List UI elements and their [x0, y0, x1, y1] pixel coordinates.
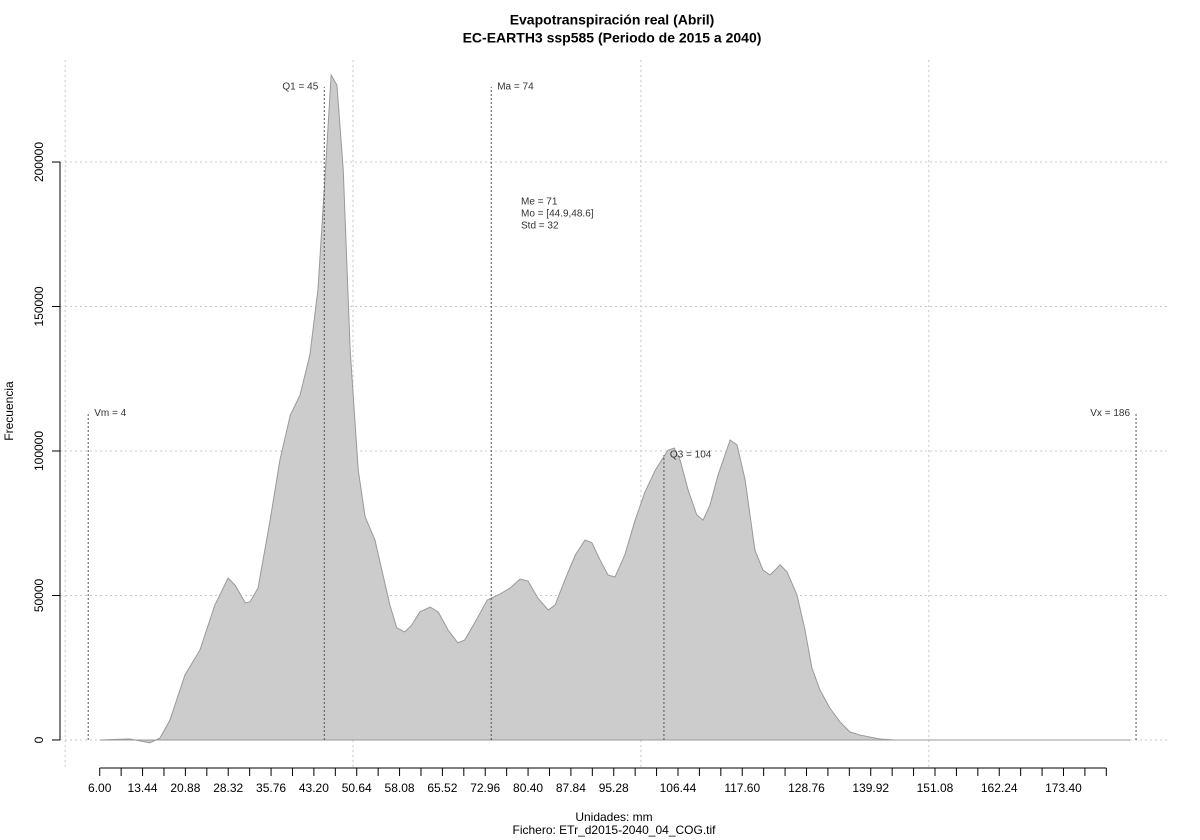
- chart-subtitle: EC-EARTH3 ssp585 (Periodo de 2015 a 2040…: [463, 30, 762, 46]
- x-tick-label: 35.76: [256, 781, 286, 795]
- marker-label: Ma = 74: [497, 82, 534, 93]
- marker-label: Vx = 186: [1090, 408, 1130, 419]
- stat-line: Mo = [44.9,48.6]: [521, 209, 594, 220]
- x-tick-label: 128.76: [788, 781, 825, 795]
- y-tick-label: 50000: [32, 578, 46, 612]
- stat-line: Me = 71: [521, 197, 558, 208]
- x-axis-label: Unidades: mm: [575, 810, 652, 824]
- y-tick-label: 150000: [32, 286, 46, 326]
- x-tick-label: 13.44: [128, 781, 158, 795]
- x-tick-label: 151.08: [917, 781, 954, 795]
- x-tick-label: 139.92: [852, 781, 889, 795]
- marker-label: Q1 = 45: [282, 82, 318, 93]
- x-tick-label: 72.96: [470, 781, 500, 795]
- x-tick-label: 6.00: [88, 781, 112, 795]
- y-tick-label: 100000: [32, 431, 46, 471]
- x-tick-label: 80.40: [513, 781, 543, 795]
- marker-label: Q3 = 104: [670, 450, 712, 461]
- x-tick-label: 28.32: [213, 781, 243, 795]
- x-tick-label: 173.40: [1045, 781, 1082, 795]
- x-tick-label: 50.64: [342, 781, 372, 795]
- y-tick-label: 200000: [32, 142, 46, 182]
- x-tick-label: 106.44: [660, 781, 697, 795]
- x-tick-label: 87.84: [556, 781, 586, 795]
- x-tick-label: 95.28: [599, 781, 629, 795]
- x-tick-label: 162.24: [981, 781, 1018, 795]
- caption: Fichero: ETr_d2015-2040_04_COG.tif: [513, 823, 717, 837]
- x-tick-label: 58.08: [385, 781, 415, 795]
- x-tick-label: 117.60: [724, 781, 760, 795]
- y-axis-label: Frecuencia: [2, 381, 16, 441]
- x-tick-label: 43.20: [299, 781, 329, 795]
- x-tick-label: 20.88: [170, 781, 200, 795]
- y-tick-label: 0: [32, 736, 46, 743]
- stat-line: Std = 32: [521, 221, 559, 232]
- marker-label: Vm = 4: [94, 408, 126, 419]
- chart-title: Evapotranspiración real (Abril): [510, 12, 715, 28]
- density-area: [99, 73, 1131, 744]
- x-tick-label: 65.52: [427, 781, 457, 795]
